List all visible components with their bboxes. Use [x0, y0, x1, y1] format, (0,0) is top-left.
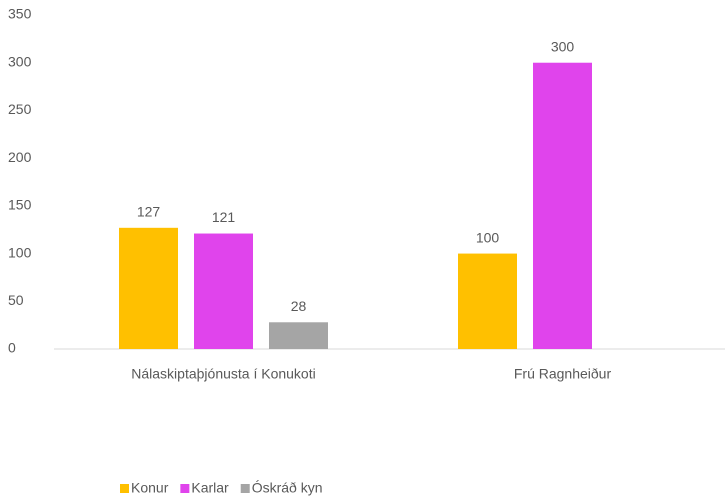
y-tick-label: 250 [8, 101, 32, 117]
legend-label: Karlar [191, 480, 229, 496]
bar [119, 227, 178, 349]
y-tick-label: 200 [8, 149, 32, 165]
y-tick-label: 0 [8, 340, 16, 356]
bar [533, 62, 592, 349]
legend-label: Óskráð kyn [252, 480, 323, 496]
y-tick-label: 300 [8, 53, 32, 69]
y-tick-label: 50 [8, 292, 24, 308]
legend-swatch [240, 484, 250, 493]
bar [269, 322, 328, 349]
x-tick-label: Frú Ragnheiður [514, 366, 612, 382]
data-label: 28 [291, 298, 307, 314]
bar [194, 233, 253, 349]
x-tick-label: Nálaskiptaþjónusta í Konukoti [131, 366, 315, 382]
data-label: 121 [212, 209, 236, 225]
data-label: 127 [137, 204, 161, 220]
y-tick-label: 100 [8, 244, 32, 260]
legend-swatch [180, 484, 190, 493]
bar [458, 253, 517, 349]
y-tick-label: 350 [8, 6, 32, 22]
y-tick-label: 150 [8, 197, 32, 213]
data-label: 300 [551, 38, 575, 54]
legend-label: Konur [131, 480, 169, 496]
data-label: 100 [476, 229, 500, 245]
legend-swatch [120, 484, 129, 493]
